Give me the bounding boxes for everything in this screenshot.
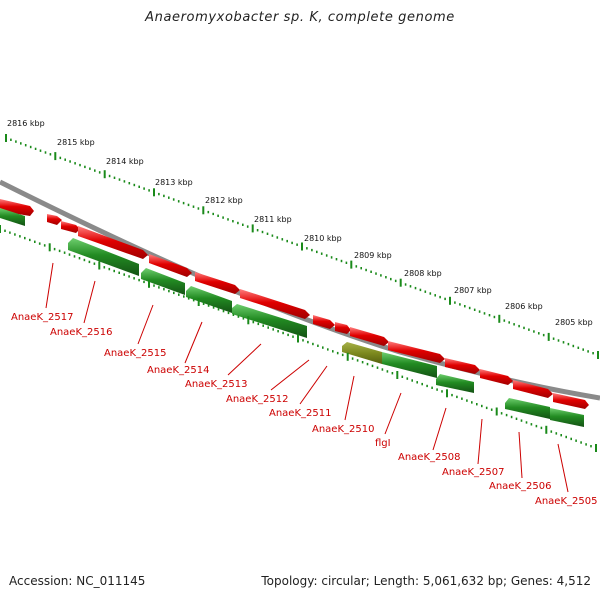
gene-label-AnaeK_2508: AnaeK_2508 [398, 452, 460, 463]
genome-backbone [0, 179, 600, 401]
forward-gene[interactable] [313, 315, 335, 329]
kbp-label-2813: 2813 kbp [155, 178, 193, 187]
reverse-gene[interactable] [68, 238, 139, 276]
gene-label-flgI: flgI [375, 438, 391, 449]
forward-gene[interactable] [513, 380, 553, 398]
reverse-gene[interactable] [141, 268, 185, 295]
kbp-label-2806: 2806 kbp [505, 302, 543, 311]
lower-scale-ticks [0, 225, 597, 452]
kbp-label-2808: 2808 kbp [404, 269, 442, 278]
gene-label-AnaeK_2517: AnaeK_2517 [11, 312, 73, 323]
accession-label: Accession: NC_011145 [9, 574, 146, 588]
forward-gene[interactable] [61, 221, 80, 233]
gene-label-AnaeK_2513: AnaeK_2513 [185, 379, 247, 390]
kbp-label-2812: 2812 kbp [205, 196, 243, 205]
kbp-label-2814: 2814 kbp [106, 157, 144, 166]
gene-label-AnaeK_2514: AnaeK_2514 [147, 365, 209, 376]
kbp-scale-labels: 2816 kbp 2815 kbp 2814 kbp 2813 kbp 2812… [7, 119, 593, 327]
kbp-scale-ticks [5, 134, 599, 359]
reverse-gene[interactable] [550, 408, 584, 427]
reverse-gene[interactable] [436, 374, 474, 393]
forward-gene[interactable] [335, 322, 351, 334]
gene-labels: AnaeK_2517 AnaeK_2516 AnaeK_2515 AnaeK_2… [11, 312, 597, 507]
gene-label-leaders [45, 262, 569, 493]
reverse-gene[interactable] [186, 286, 232, 313]
kbp-label-2810: 2810 kbp [304, 234, 342, 243]
kbp-label-2807: 2807 kbp [454, 286, 492, 295]
kbp-label-2805: 2805 kbp [555, 318, 593, 327]
gene-label-AnaeK_2506: AnaeK_2506 [489, 481, 551, 492]
genome-title: Anaeromyxobacter sp. K, complete genome [145, 10, 455, 25]
forward-gene[interactable] [388, 341, 445, 363]
gene-label-AnaeK_2511: AnaeK_2511 [269, 408, 331, 419]
forward-gene[interactable] [350, 327, 389, 346]
kbp-label-2815: 2815 kbp [57, 138, 95, 147]
kbp-label-2811: 2811 kbp [254, 215, 292, 224]
forward-strand-genes [0, 199, 589, 409]
kbp-label-2809: 2809 kbp [354, 251, 392, 260]
reverse-gene[interactable] [382, 352, 437, 378]
forward-gene[interactable] [149, 254, 192, 277]
gene-label-AnaeK_2512: AnaeK_2512 [226, 394, 288, 405]
gene-label-AnaeK_2515: AnaeK_2515 [104, 348, 166, 359]
reverse-gene[interactable] [0, 208, 25, 226]
reverse-gene[interactable] [232, 304, 307, 338]
forward-gene[interactable] [240, 289, 310, 319]
kbp-label-2816: 2816 kbp [7, 119, 45, 128]
forward-gene[interactable] [445, 358, 480, 374]
forward-gene[interactable] [78, 226, 148, 259]
forward-gene[interactable] [195, 272, 240, 294]
forward-gene[interactable] [480, 369, 513, 385]
gene-label-AnaeK_2516: AnaeK_2516 [50, 327, 112, 338]
gene-label-AnaeK_2507: AnaeK_2507 [442, 467, 504, 478]
reverse-strand-genes [0, 208, 584, 427]
gene-label-AnaeK_2510: AnaeK_2510 [312, 424, 374, 435]
gene-label-AnaeK_2505: AnaeK_2505 [535, 496, 597, 507]
reverse-gene[interactable] [505, 398, 550, 419]
genome-summary: Topology: circular; Length: 5,061,632 bp… [261, 574, 591, 588]
highlighted-gene-flgI[interactable] [342, 342, 382, 364]
forward-gene[interactable] [553, 393, 589, 409]
forward-gene[interactable] [47, 214, 62, 225]
